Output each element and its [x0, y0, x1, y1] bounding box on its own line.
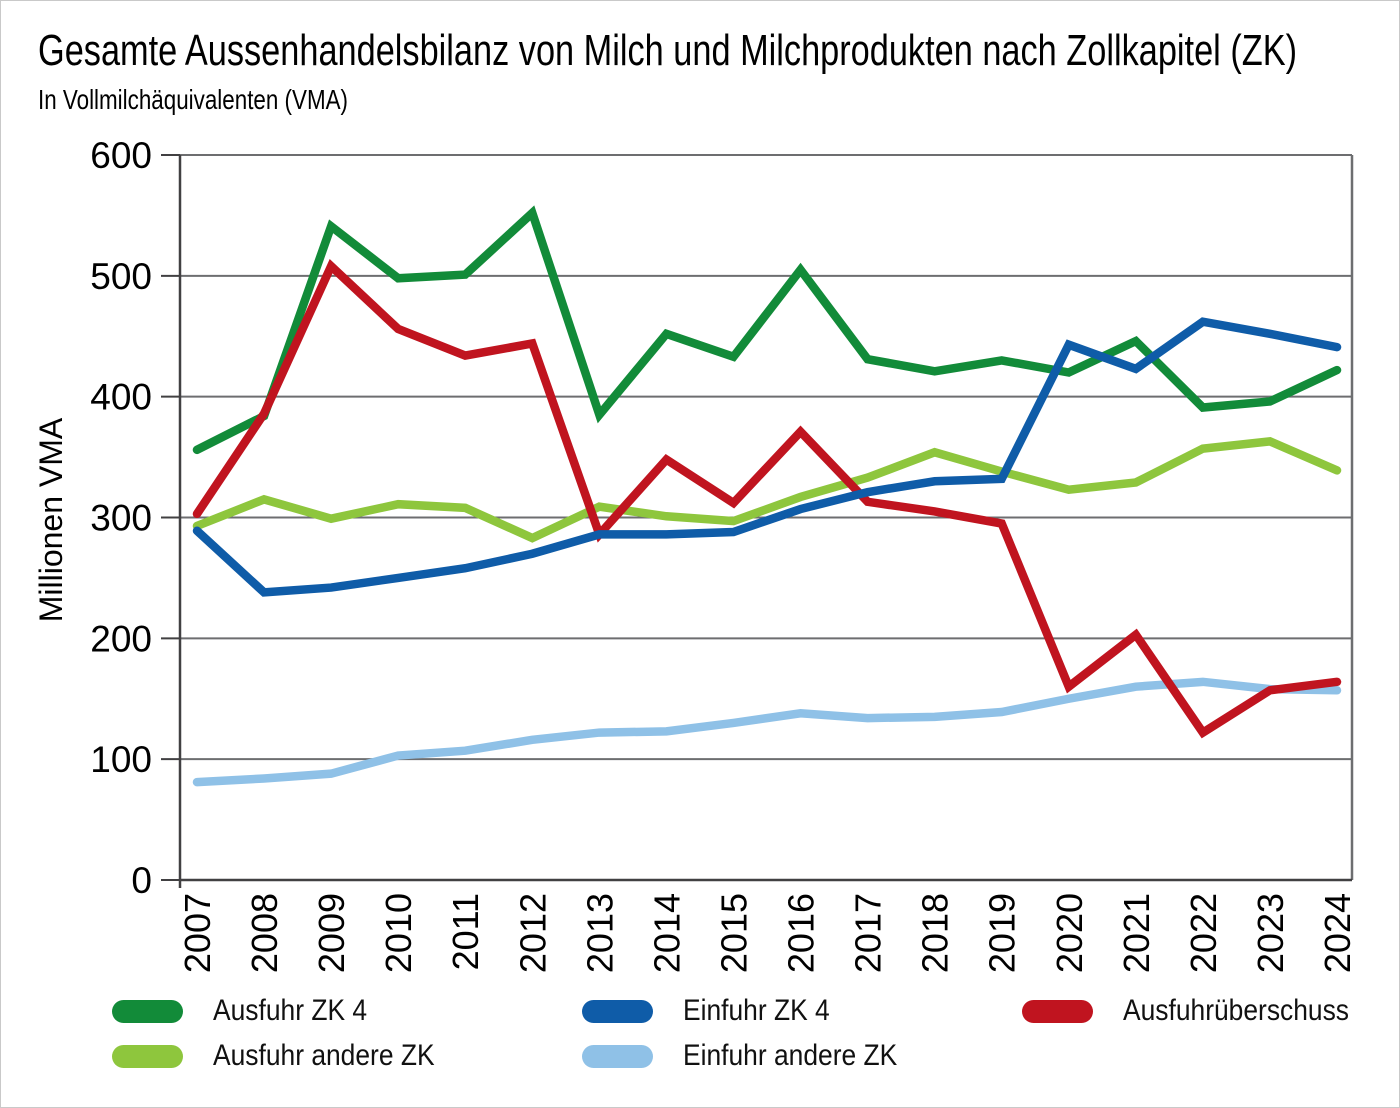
legend-swatch-ausfuhrueberschuss	[1022, 999, 1093, 1023]
x-tick-label-2011: 2011	[445, 893, 486, 970]
line-chart-canvas: 0 100 200 300 400 500 600 2007 2008 2009 2010 2011…	[33, 135, 1358, 973]
x-tick-label-2013: 2013	[579, 893, 620, 973]
y-tick-label-200: 200	[90, 618, 152, 659]
x-tick-label-2016: 2016	[781, 893, 822, 973]
x-tick-label-2024: 2024	[1317, 893, 1358, 973]
chart-subtitle: In Vollmilchäquivalenten (VMA)	[38, 84, 349, 115]
legend-label-ausfuhr-andere-zk: Ausfuhr andere ZK	[213, 1039, 435, 1072]
y-tick-label-300: 300	[90, 498, 152, 539]
x-tick-label-2010: 2010	[378, 893, 419, 973]
legend-label-einfuhr-zk4: Einfuhr ZK 4	[683, 994, 830, 1027]
series-line-ausfuhr-berschuss	[192, 259, 1342, 739]
legend-item-einfuhr-zk4: Einfuhr ZK 4	[582, 994, 850, 1027]
series-line-ausfuhr-zk-4	[192, 205, 1342, 455]
legend-item-ausfuhr-andere-zk: Ausfuhr andere ZK	[112, 1039, 465, 1072]
legend-swatch-ausfuhr-zk4	[112, 999, 183, 1023]
x-tick-label-2022: 2022	[1183, 893, 1224, 973]
legend-item-ausfuhr-zk4: Ausfuhr ZK 4	[112, 994, 388, 1027]
y-tick-label-600: 600	[90, 135, 152, 176]
x-tick-label-2009: 2009	[311, 893, 352, 973]
legend-label-ausfuhrueberschuss: Ausfuhrüberschuss	[1123, 994, 1349, 1027]
x-tick-label-2018: 2018	[915, 893, 956, 973]
x-tick-label-2008: 2008	[244, 893, 285, 973]
legend-item-einfuhr-andere-zk: Einfuhr andere ZK	[582, 1039, 926, 1072]
y-tick-label-100: 100	[90, 739, 152, 780]
x-tick-label-2023: 2023	[1250, 893, 1291, 973]
series-lines-group	[192, 205, 1342, 787]
x-tick-label-2014: 2014	[646, 893, 687, 973]
x-tick-label-2021: 2021	[1116, 893, 1157, 973]
gridlines-group	[161, 154, 1352, 881]
y-tick-label-400: 400	[90, 377, 152, 418]
x-tick-label-2020: 2020	[1049, 893, 1090, 973]
series-line-einfuhr-andere-zk	[192, 677, 1342, 787]
legend-label-einfuhr-andere-zk: Einfuhr andere ZK	[683, 1039, 898, 1072]
x-tick-label-2019: 2019	[982, 893, 1023, 973]
y-tick-labels-group: 0 100 200 300 400 500 600	[90, 135, 152, 901]
chart-title: Gesamte Aussenhandelsbilanz von Milch un…	[38, 26, 1298, 75]
series-line-einfuhr-zk-4	[192, 317, 1342, 597]
legend-swatch-ausfuhr-andere-zk	[112, 1044, 183, 1068]
legend-swatch-einfuhr-zk4	[582, 999, 653, 1023]
legend-swatch-einfuhr-andere-zk	[582, 1044, 653, 1068]
legend-label-ausfuhr-zk4: Ausfuhr ZK 4	[213, 994, 368, 1027]
x-tick-label-2007: 2007	[177, 893, 218, 973]
y-tick-label-500: 500	[90, 256, 152, 297]
series-line-ausfuhr-andere-zk	[192, 437, 1342, 543]
x-tick-label-2017: 2017	[848, 893, 889, 973]
x-tick-label-2012: 2012	[512, 893, 553, 973]
x-tick-label-2015: 2015	[713, 893, 754, 973]
y-axis-title: Millionen VMA	[33, 417, 69, 622]
legend-item-ausfuhrueberschuss: Ausfuhrüberschuss	[1022, 994, 1380, 1027]
x-tick-labels-group: 2007 2008 2009 2010 2011 2012 2013 2014 2015 2016…	[177, 893, 1358, 973]
y-tick-label-0: 0	[131, 860, 152, 901]
plot-border-group	[178, 155, 1354, 888]
